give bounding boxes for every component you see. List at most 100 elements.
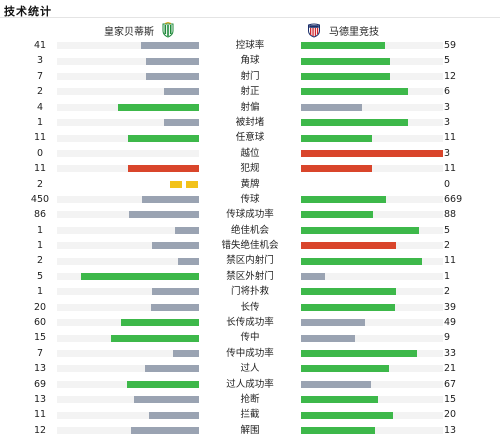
home-stat-bar-fill bbox=[163, 88, 199, 96]
home-stat-bar-fill bbox=[126, 380, 199, 388]
home-stat-bar bbox=[57, 288, 199, 296]
yellow-card-icon bbox=[186, 180, 198, 188]
home-stat-bar bbox=[57, 319, 199, 327]
home-stat-value: 60 bbox=[33, 317, 47, 329]
stat-label: 传球 bbox=[240, 193, 260, 205]
home-stat-bar bbox=[57, 426, 199, 434]
away-stat-value: 3 bbox=[444, 101, 451, 113]
home-stat-bar bbox=[57, 103, 199, 111]
home-stat-value: 450 bbox=[30, 193, 50, 205]
away-stat-value: 21 bbox=[444, 363, 457, 375]
stat-row: 11 任意球 11 bbox=[0, 130, 500, 145]
stat-row: 12 解围 13 bbox=[0, 423, 500, 438]
away-stat-bar-fill bbox=[301, 273, 326, 281]
away-stat-bar-fill bbox=[301, 211, 374, 219]
away-stat-bar bbox=[301, 288, 443, 296]
home-stat-bar-fill bbox=[173, 350, 199, 357]
away-stat-value: 88 bbox=[444, 209, 457, 221]
away-stat-bar bbox=[301, 42, 443, 50]
home-stat-bar-fill bbox=[149, 411, 199, 419]
away-stat-value: 9 bbox=[444, 332, 451, 344]
home-stat-bar bbox=[57, 303, 199, 311]
stat-row: 13 过人 21 bbox=[0, 361, 500, 376]
home-stat-bar bbox=[57, 88, 199, 96]
away-stat-bar bbox=[301, 257, 443, 265]
away-stat-bar-fill bbox=[301, 365, 390, 373]
stat-label: 越位 bbox=[240, 147, 260, 159]
home-stat-bar bbox=[57, 42, 199, 50]
away-stat-bar-fill bbox=[301, 134, 372, 142]
home-stat-value: 7 bbox=[36, 70, 44, 82]
stat-label: 过人 bbox=[240, 363, 260, 375]
stat-label: 犯规 bbox=[240, 163, 260, 175]
stat-label: 角球 bbox=[240, 55, 260, 67]
home-stat-value: 5 bbox=[36, 270, 44, 282]
away-stat-value: 13 bbox=[444, 424, 457, 436]
home-stat-bar bbox=[57, 165, 199, 173]
home-stat-bar-fill bbox=[177, 257, 199, 265]
stat-label: 射门 bbox=[240, 70, 260, 82]
away-stat-bar bbox=[301, 411, 443, 419]
stat-row: 7 射门 12 bbox=[0, 69, 500, 84]
stat-row: 11 犯规 11 bbox=[0, 161, 500, 176]
away-stat-value: 11 bbox=[444, 163, 457, 175]
stat-label: 长传成功率 bbox=[226, 317, 274, 329]
away-stat-value: 67 bbox=[444, 378, 457, 390]
away-stat-bar bbox=[301, 103, 443, 111]
stat-label: 控球率 bbox=[235, 40, 265, 51]
home-stat-value: 7 bbox=[36, 347, 44, 359]
stat-row: 7 传中成功率 33 bbox=[0, 346, 500, 361]
home-stat-bar-fill bbox=[163, 119, 199, 127]
away-team-name: 马德里竞技 bbox=[329, 26, 379, 38]
home-stat-bar-fill bbox=[145, 365, 199, 373]
home-stat-bar-fill bbox=[128, 165, 199, 173]
atletico-crest-icon bbox=[306, 22, 322, 38]
home-stat-bar bbox=[57, 242, 199, 250]
stat-label: 传中成功率 bbox=[226, 347, 274, 359]
away-stat-value: 49 bbox=[444, 317, 457, 329]
away-stat-bar bbox=[301, 72, 443, 80]
stat-label: 传球成功率 bbox=[226, 209, 274, 221]
home-stat-bar-fill bbox=[140, 42, 199, 50]
away-stat-value: 2 bbox=[444, 286, 451, 298]
away-stat-value: 59 bbox=[444, 40, 457, 51]
stat-row: 1 错失绝佳机会 2 bbox=[0, 238, 500, 253]
home-stat-value: 4 bbox=[36, 101, 44, 113]
home-stat-bar-fill bbox=[129, 211, 199, 219]
away-stat-bar-fill bbox=[301, 257, 422, 265]
away-stat-bar-fill bbox=[301, 165, 372, 173]
away-stat-value: 11 bbox=[444, 255, 457, 267]
stat-row: 15 传中 9 bbox=[0, 330, 500, 345]
betis-crest-icon bbox=[160, 21, 176, 38]
stat-row: 1 绝佳机会 5 bbox=[0, 223, 500, 238]
home-stat-value: 1 bbox=[36, 116, 44, 128]
title-divider bbox=[0, 17, 500, 18]
stat-row: 2 禁区内射门 11 bbox=[0, 253, 500, 268]
home-stat-bar bbox=[57, 134, 199, 142]
home-stat-bar bbox=[57, 380, 199, 388]
away-stat-bar bbox=[301, 334, 443, 342]
away-stat-bar-fill bbox=[301, 350, 418, 357]
stat-label: 射正 bbox=[240, 86, 260, 98]
home-stat-bar bbox=[57, 211, 199, 219]
stat-label: 抢断 bbox=[240, 393, 260, 405]
home-stat-value: 41 bbox=[33, 40, 47, 51]
away-stat-value: 12 bbox=[444, 70, 457, 82]
home-stat-value: 86 bbox=[33, 209, 47, 221]
away-stat-bar bbox=[301, 242, 443, 250]
away-stat-bar bbox=[301, 273, 443, 281]
home-team-header: 皇家贝蒂斯 bbox=[104, 21, 176, 38]
away-stat-value: 15 bbox=[444, 393, 457, 405]
home-stat-bar-fill bbox=[145, 57, 199, 65]
away-stat-value: 5 bbox=[444, 224, 451, 236]
stat-row: 2 黄牌 0 bbox=[0, 177, 500, 192]
home-team-name: 皇家贝蒂斯 bbox=[104, 26, 154, 38]
stat-label: 绝佳机会 bbox=[230, 224, 269, 236]
away-stat-bar bbox=[301, 149, 443, 157]
away-stat-bar-fill bbox=[301, 319, 365, 327]
home-stat-bar-fill bbox=[152, 288, 199, 296]
home-stat-bar bbox=[57, 273, 199, 281]
home-stat-value: 1 bbox=[36, 240, 44, 252]
stat-label: 过人成功率 bbox=[226, 378, 274, 390]
away-stat-bar-fill bbox=[301, 103, 363, 111]
